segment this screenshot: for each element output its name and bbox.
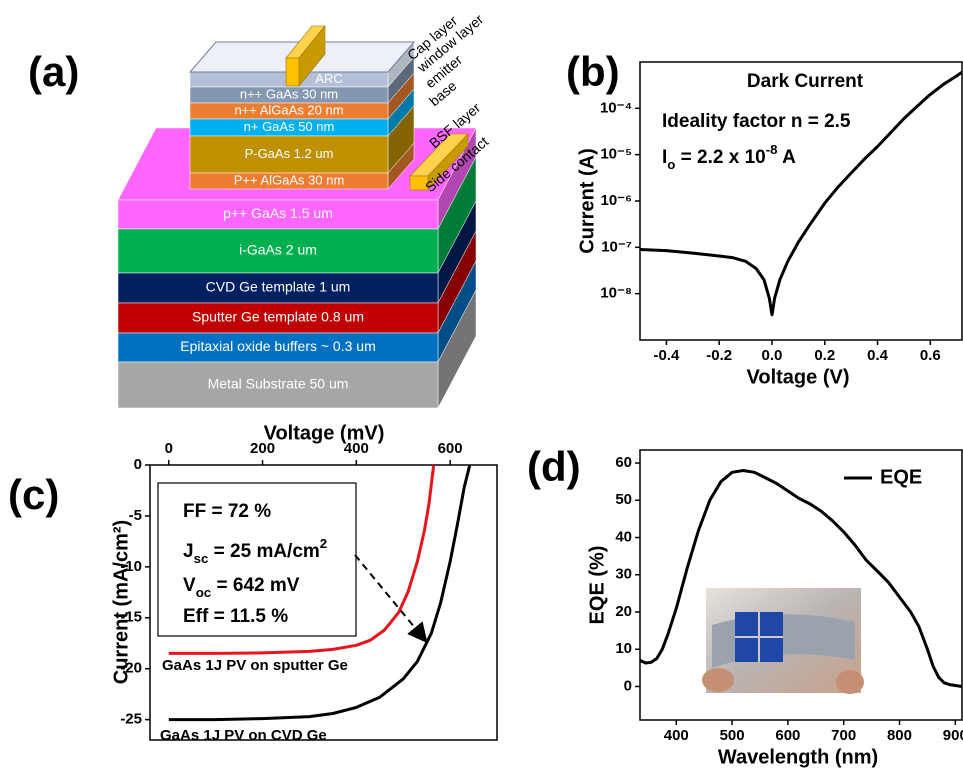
x-tick-label: 0.4 — [867, 347, 889, 364]
x-tick-label: 900 — [943, 727, 963, 744]
data-line — [640, 72, 962, 314]
x-tick-label: -0.2 — [706, 347, 732, 364]
inset-photo — [702, 588, 864, 694]
layer-label: CVD Ge template 1 um — [206, 279, 351, 295]
x-tick-label: 0.6 — [920, 347, 941, 364]
panel-label: (a) — [28, 48, 79, 95]
y-tick-label: 40 — [615, 528, 632, 545]
y-tick-label: 60 — [615, 454, 632, 471]
y-axis-label: EQE (%) — [586, 546, 608, 625]
mesa-label: n++ AlGaAs 20 nm — [234, 102, 343, 117]
panel-label: (b) — [566, 48, 620, 95]
y-tick-label: 10⁻⁶ — [600, 192, 632, 209]
finger — [836, 670, 864, 694]
layer-label: Epitaxial oxide buffers ~ 0.3 um — [180, 338, 375, 354]
plot-frame — [640, 62, 962, 340]
y-tick-label: 20 — [615, 603, 632, 620]
figure: (a) (b) (c) (d) p++ GaAs 1.5 um i-GaAs 2 um CV… — [0, 0, 963, 772]
y-tick-label: -25 — [120, 711, 142, 728]
annotation-part: o — [667, 157, 675, 172]
annotation-part: 2 — [320, 536, 327, 551]
annotation-part: Eff = 11.5 % — [183, 606, 288, 627]
layer-label: p++ GaAs 1.5 um — [223, 205, 333, 221]
panel-label: (d) — [527, 443, 581, 490]
layer-label: Sputter Ge template 0.8 um — [192, 309, 364, 325]
finger — [702, 668, 734, 692]
y-tick-label: 10⁻⁸ — [600, 285, 632, 302]
y-axis-label: Current (mA/cm²) — [110, 520, 132, 684]
layer-label: Metal Substrate 50 um — [208, 376, 349, 392]
x-tick-label: 0.2 — [814, 347, 835, 364]
x-tick-label: 600 — [775, 727, 800, 744]
series-label: GaAs 1J PV on sputter Ge — [162, 657, 348, 674]
annotation-part: V — [183, 575, 196, 596]
annotation-part: -8 — [766, 142, 778, 157]
page: {"panels": ["(a)", "(b)", "(c)", "(d)"],… — [0, 0, 963, 772]
y-tick-label: 10⁻⁴ — [600, 99, 632, 116]
mesa-label: P++ AlGaAs 30 nm — [234, 172, 345, 187]
annotation-part: = 25 mA/cm — [208, 541, 319, 562]
annotation: Dark Current — [747, 71, 864, 92]
mesa-label: n+ GaAs 50 nm — [244, 119, 335, 134]
y-tick-label: 0 — [134, 456, 142, 473]
annotation-part: = 2.2 x 10 — [675, 147, 765, 168]
annotation-part: FF = 72 % — [183, 501, 271, 522]
y-tick-label: 10⁻⁵ — [600, 146, 632, 163]
mesa-label: ARC — [315, 71, 342, 86]
x-tick-label: 500 — [720, 727, 745, 744]
series-label: GaAs 1J PV on CVD Ge — [160, 727, 327, 744]
y-tick-label: 0 — [624, 677, 632, 694]
y-tick-label: 10⁻⁷ — [601, 238, 632, 255]
panel-label: (c) — [8, 471, 59, 518]
x-tick-label: 700 — [831, 727, 856, 744]
x-tick-label: 600 — [438, 440, 463, 457]
x-axis-label: Wavelength (nm) — [718, 746, 878, 768]
top-contact-front — [286, 58, 299, 86]
annotation: Eff = 11.5 % — [183, 606, 288, 627]
annotation-part: Dark Current — [747, 71, 864, 92]
legend-label: EQE — [880, 466, 922, 488]
layer-label: i-GaAs 2 um — [239, 242, 317, 258]
annotation: FF = 72 % — [183, 501, 271, 522]
y-tick-label: 10 — [615, 640, 632, 657]
annotation-part: A — [778, 147, 797, 168]
mesa-label: P-GaAs 1.2 um — [245, 146, 334, 161]
x-axis-label: Voltage (mV) — [264, 422, 385, 444]
annotation-part: oc — [196, 585, 212, 600]
y-tick-label: 50 — [615, 491, 632, 508]
annotation: Io = 2.2 x 10-8 A — [662, 142, 796, 172]
annotation-part: J — [183, 541, 194, 562]
y-tick-label: 30 — [615, 566, 632, 583]
x-tick-label: 0 — [165, 440, 173, 457]
y-axis-label: Current (A) — [576, 148, 598, 254]
annotation-part: = 642 mV — [211, 575, 300, 596]
x-tick-label: 800 — [887, 727, 912, 744]
x-tick-label: 0.0 — [762, 347, 783, 364]
annotation-part: Ideality factor n = 2.5 — [662, 111, 851, 132]
annotation: Ideality factor n = 2.5 — [662, 111, 851, 132]
annotation-part: sc — [194, 551, 209, 566]
x-tick-label: 400 — [664, 727, 689, 744]
x-axis-label: Voltage (V) — [747, 366, 850, 388]
x-tick-label: -0.4 — [653, 347, 680, 364]
mesa-label: n++ GaAs 30 nm — [240, 86, 338, 101]
